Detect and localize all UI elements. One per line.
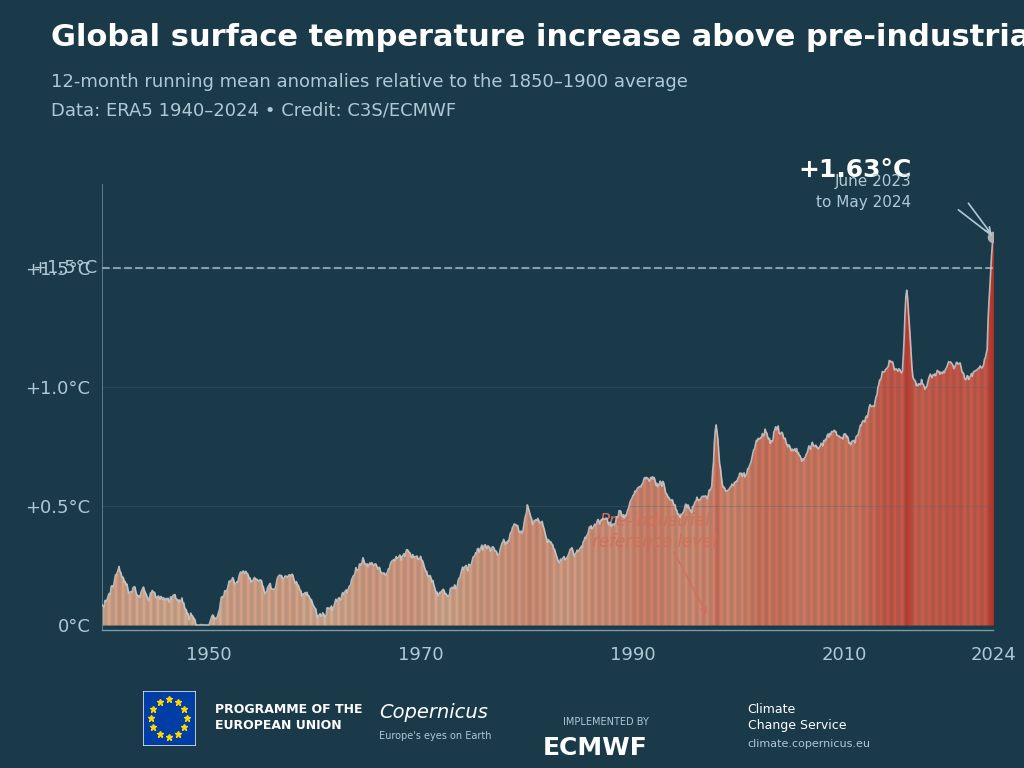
Text: Climate
Change Service: Climate Change Service bbox=[748, 703, 846, 732]
Text: PROGRAMME OF THE
EUROPEAN UNION: PROGRAMME OF THE EUROPEAN UNION bbox=[215, 703, 362, 732]
Text: Global surface temperature increase above pre-industrial: Global surface temperature increase abov… bbox=[51, 23, 1024, 52]
Text: +1.63°C: +1.63°C bbox=[798, 157, 911, 182]
Text: Copernicus: Copernicus bbox=[379, 703, 487, 722]
Text: Data: ERA5 1940–2024 • Credit: C3S/ECMWF: Data: ERA5 1940–2024 • Credit: C3S/ECMWF bbox=[51, 101, 457, 119]
Text: +1.5°C: +1.5°C bbox=[32, 259, 97, 276]
Text: 12-month running mean anomalies relative to the 1850–1900 average: 12-month running mean anomalies relative… bbox=[51, 73, 688, 91]
Text: Pre-industrial
reference level: Pre-industrial reference level bbox=[592, 512, 717, 551]
Text: Europe's eyes on Earth: Europe's eyes on Earth bbox=[379, 731, 492, 741]
Text: IMPLEMENTED BY: IMPLEMENTED BY bbox=[563, 717, 649, 727]
Point bbox=[985, 230, 1001, 243]
Text: climate.copernicus.eu: climate.copernicus.eu bbox=[748, 739, 870, 749]
Text: June 2023
to May 2024: June 2023 to May 2024 bbox=[816, 174, 911, 210]
Text: ECMWF: ECMWF bbox=[543, 736, 647, 760]
